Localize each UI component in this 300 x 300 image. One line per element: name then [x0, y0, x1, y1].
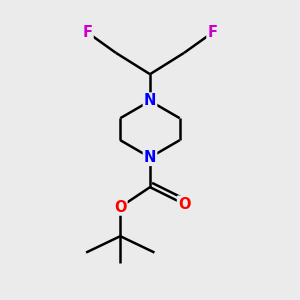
Text: O: O	[178, 196, 190, 211]
Text: F: F	[207, 25, 218, 40]
Text: N: N	[144, 94, 156, 109]
Text: O: O	[114, 200, 127, 214]
Text: N: N	[144, 150, 156, 165]
Text: F: F	[82, 25, 93, 40]
